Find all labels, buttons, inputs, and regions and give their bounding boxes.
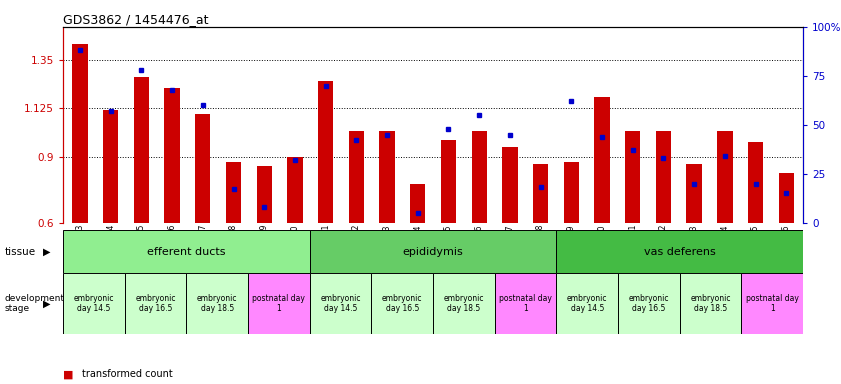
Text: vas deferens: vas deferens: [644, 247, 716, 257]
Bar: [533, 164, 548, 223]
Bar: [502, 147, 517, 223]
Bar: [63, 273, 124, 334]
Bar: [433, 273, 495, 334]
Bar: [257, 166, 272, 223]
Text: ▶: ▶: [43, 247, 50, 257]
Bar: [410, 184, 426, 223]
Text: embryonic
day 18.5: embryonic day 18.5: [690, 294, 731, 313]
Bar: [134, 77, 149, 223]
Bar: [495, 273, 557, 334]
Text: development
stage: development stage: [4, 294, 64, 313]
Bar: [595, 96, 610, 223]
Bar: [72, 44, 87, 223]
Bar: [379, 131, 394, 223]
Text: ▶: ▶: [43, 298, 50, 308]
Text: postnatal day
1: postnatal day 1: [746, 294, 799, 313]
Bar: [288, 157, 303, 223]
Text: embryonic
day 14.5: embryonic day 14.5: [74, 294, 114, 313]
Bar: [372, 273, 433, 334]
Text: efferent ducts: efferent ducts: [147, 247, 225, 257]
Bar: [63, 230, 309, 273]
Bar: [195, 114, 210, 223]
Bar: [618, 273, 680, 334]
Bar: [472, 131, 487, 223]
Bar: [717, 131, 733, 223]
Bar: [248, 273, 309, 334]
Text: embryonic
day 14.5: embryonic day 14.5: [567, 294, 607, 313]
Bar: [103, 109, 119, 223]
Text: embryonic
day 16.5: embryonic day 16.5: [629, 294, 669, 313]
Bar: [779, 173, 794, 223]
Text: epididymis: epididymis: [403, 247, 463, 257]
Bar: [309, 230, 557, 273]
Bar: [742, 273, 803, 334]
Bar: [686, 164, 702, 223]
Text: transformed count: transformed count: [82, 369, 172, 379]
Bar: [187, 273, 248, 334]
Bar: [164, 88, 180, 223]
Text: tissue: tissue: [4, 247, 35, 257]
Bar: [748, 142, 764, 223]
Bar: [563, 162, 579, 223]
Bar: [625, 131, 640, 223]
Text: postnatal day
1: postnatal day 1: [252, 294, 305, 313]
Bar: [309, 273, 372, 334]
Bar: [441, 140, 456, 223]
Text: postnatal day
1: postnatal day 1: [500, 294, 552, 313]
Bar: [318, 81, 333, 223]
Bar: [680, 273, 742, 334]
Bar: [656, 131, 671, 223]
Text: embryonic
day 18.5: embryonic day 18.5: [444, 294, 484, 313]
Bar: [124, 273, 187, 334]
Bar: [557, 273, 618, 334]
Text: embryonic
day 16.5: embryonic day 16.5: [135, 294, 176, 313]
Text: embryonic
day 14.5: embryonic day 14.5: [320, 294, 361, 313]
Text: embryonic
day 18.5: embryonic day 18.5: [197, 294, 237, 313]
Bar: [349, 131, 364, 223]
Bar: [557, 230, 803, 273]
Text: GDS3862 / 1454476_at: GDS3862 / 1454476_at: [63, 13, 209, 26]
Bar: [226, 162, 241, 223]
Text: ■: ■: [63, 369, 73, 379]
Text: embryonic
day 16.5: embryonic day 16.5: [382, 294, 422, 313]
